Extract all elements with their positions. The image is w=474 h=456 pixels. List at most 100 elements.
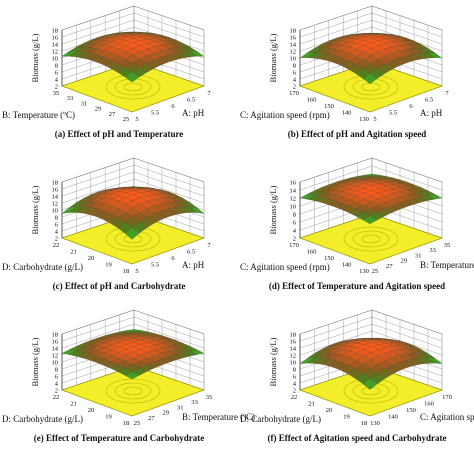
panel-caption: (c) Effect of pH and Carbohydrate bbox=[53, 281, 186, 291]
z-tick-label: 6 bbox=[55, 70, 59, 77]
left-tick-label: 35 bbox=[53, 90, 60, 97]
wall-gridline bbox=[133, 5, 205, 31]
z-tick-label: 10 bbox=[52, 208, 59, 215]
wall-gridline bbox=[61, 178, 135, 204]
left-tick-label: 31 bbox=[81, 100, 88, 107]
right-axis-title: A: pH bbox=[182, 108, 205, 118]
left-tick-label: 130 bbox=[359, 268, 369, 275]
left-tick-label: 150 bbox=[324, 103, 334, 110]
left-tick-label: 160 bbox=[307, 97, 317, 104]
panel-caption: (b) Effect of pH and Agitation speed bbox=[288, 129, 427, 139]
left-tick-label: 33 bbox=[67, 95, 74, 102]
wall-gridline bbox=[133, 316, 205, 342]
wall-gridline bbox=[61, 5, 135, 31]
right-tick-label: 5.5 bbox=[389, 110, 397, 117]
right-tick-label: 35 bbox=[444, 242, 451, 249]
left-tick-label: 27 bbox=[109, 111, 116, 118]
z-tick-label: 8 bbox=[293, 367, 296, 374]
left-tick-label: 20 bbox=[88, 407, 95, 414]
wall-gridline bbox=[61, 171, 135, 197]
contour-line bbox=[123, 82, 143, 92]
z-tick-label: 12 bbox=[52, 49, 59, 56]
floor bbox=[298, 213, 444, 265]
left-axis-title: C: Agitation speed (rpm) bbox=[240, 110, 330, 120]
z-tick-label: 6 bbox=[55, 374, 59, 381]
surface-facet bbox=[61, 51, 77, 57]
z-tick-label: 12 bbox=[52, 353, 59, 360]
panel-caption: (f) Effect of Agitation speed and Carboh… bbox=[268, 433, 447, 443]
z-tick-label: 12 bbox=[290, 196, 297, 203]
floor bbox=[60, 365, 206, 417]
left-axis-title: D: Carbohydrate (g/L) bbox=[2, 414, 83, 424]
left-tick-label: 21 bbox=[70, 401, 77, 408]
contour-line bbox=[361, 234, 381, 244]
wall-gridline bbox=[133, 309, 205, 335]
left-axis-ticks: 170 160 150 140 130 bbox=[289, 90, 369, 123]
floor bbox=[298, 61, 444, 113]
wall-gridline bbox=[299, 165, 373, 191]
z-tick-label: 12 bbox=[290, 353, 297, 360]
surface-facet bbox=[61, 206, 77, 214]
left-axis-ticks: 170 160 150 140 130 bbox=[289, 242, 369, 275]
z-tick-label: 14 bbox=[290, 188, 297, 195]
right-tick-label: 6.5 bbox=[187, 97, 195, 104]
wall-gridline bbox=[371, 323, 443, 349]
wall-gridline bbox=[371, 309, 443, 335]
left-tick-label: 170 bbox=[289, 242, 299, 249]
left-tick-label: 21 bbox=[308, 401, 315, 408]
right-tick-label: 31 bbox=[415, 252, 422, 259]
z-tick-label: 6 bbox=[293, 220, 297, 227]
z-tick-label: 6 bbox=[55, 222, 59, 229]
wall-gridline bbox=[371, 19, 443, 45]
left-tick-label: 18 bbox=[123, 268, 130, 275]
z-tick-label: 16 bbox=[290, 180, 297, 187]
left-axis-ticks: 22 21 20 19 18 bbox=[291, 394, 368, 427]
wall-gridline bbox=[299, 157, 373, 183]
wall-gridline bbox=[299, 323, 373, 349]
left-tick-label: 22 bbox=[291, 394, 298, 401]
right-tick-label: 25 bbox=[372, 268, 379, 275]
z-tick-label: 16 bbox=[290, 339, 297, 346]
left-tick-label: 18 bbox=[361, 420, 368, 427]
wall-gridline bbox=[61, 323, 135, 349]
z-tick-label: 14 bbox=[52, 194, 59, 201]
right-axis-title: B: Temperature (ºC) bbox=[182, 412, 255, 422]
floor-plane bbox=[60, 365, 206, 417]
wall-gridline bbox=[371, 12, 443, 38]
left-tick-label: 170 bbox=[289, 90, 299, 97]
right-tick-label: 5.5 bbox=[151, 110, 159, 117]
z-tick-label: 8 bbox=[55, 63, 58, 70]
z-tick-label: 2 bbox=[293, 84, 296, 91]
right-axis-title: B: Temperature (ºC) bbox=[420, 260, 474, 270]
wall-gridline bbox=[133, 157, 205, 183]
z-tick-label: 6 bbox=[293, 70, 297, 77]
right-tick-label: 170 bbox=[442, 394, 452, 401]
wall-gridline bbox=[371, 165, 443, 191]
left-tick-label: 150 bbox=[324, 255, 334, 262]
z-tick-label: 16 bbox=[290, 35, 297, 42]
right-tick-label: 27 bbox=[386, 263, 393, 270]
response-surface bbox=[61, 329, 205, 380]
z-tick-label: 18 bbox=[290, 332, 297, 339]
z-tick-label: 2 bbox=[55, 84, 58, 91]
wall-gridline bbox=[61, 164, 135, 190]
right-axis-ticks: 5 5.5 6 6.5 7 bbox=[373, 90, 449, 123]
z-tick-label: 18 bbox=[52, 332, 59, 339]
right-tick-label: 130 bbox=[370, 420, 380, 427]
contour-line bbox=[105, 378, 161, 404]
floor-plane bbox=[60, 61, 206, 113]
right-tick-label: 140 bbox=[388, 414, 398, 421]
right-axis-ticks: 5 5.5 6 6.5 7 bbox=[135, 90, 211, 123]
right-tick-label: 6.5 bbox=[187, 249, 195, 256]
left-tick-label: 140 bbox=[342, 110, 352, 117]
contour-line bbox=[123, 386, 143, 396]
